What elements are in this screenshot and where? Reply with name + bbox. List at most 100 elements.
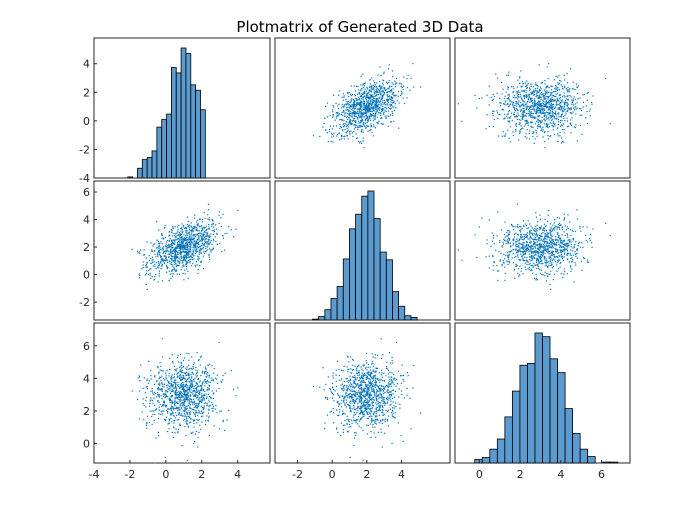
scatter-point xyxy=(343,96,345,99)
scatter-point xyxy=(543,248,545,250)
scatter-point xyxy=(516,93,518,95)
scatter-point xyxy=(174,399,176,401)
scatter-point xyxy=(546,261,549,263)
scatter-point xyxy=(510,245,512,247)
scatter-point xyxy=(358,122,360,124)
scatter-point xyxy=(171,386,173,388)
scatter-point xyxy=(190,230,193,232)
scatter-point xyxy=(198,385,200,387)
histogram-bar xyxy=(141,159,148,179)
scatter-point xyxy=(150,277,152,279)
scatter-point xyxy=(564,119,566,122)
scatter-point xyxy=(567,214,569,216)
scatter-point xyxy=(361,87,363,90)
scatter-point xyxy=(524,85,527,88)
scatter-point xyxy=(398,127,400,129)
scatter-point xyxy=(206,376,208,378)
scatter-point xyxy=(208,388,211,390)
scatter-point xyxy=(556,100,558,103)
scatter-point xyxy=(382,87,384,89)
scatter-point xyxy=(558,94,561,97)
scatter-point xyxy=(176,250,178,253)
scatter-point xyxy=(224,372,226,374)
scatter-point xyxy=(537,101,539,104)
scatter-point xyxy=(198,256,200,258)
scatter-point xyxy=(157,250,160,253)
scatter-point xyxy=(551,101,553,103)
scatter-point xyxy=(199,265,201,267)
scatter-point xyxy=(554,125,556,127)
scatter-point xyxy=(332,125,335,127)
scatter-point xyxy=(579,114,581,116)
scatter-point xyxy=(367,94,369,97)
scatter-point xyxy=(179,424,181,426)
scatter-point xyxy=(559,97,561,99)
scatter-point xyxy=(571,113,573,115)
scatter-point xyxy=(188,373,190,376)
scatter-point xyxy=(510,100,512,102)
scatter-point xyxy=(517,251,519,253)
scatter-point xyxy=(515,245,517,248)
scatter-point xyxy=(386,91,388,93)
scatter-point xyxy=(543,240,546,242)
scatter-point xyxy=(507,103,509,105)
scatter-point xyxy=(390,101,392,103)
scatter-point xyxy=(515,116,517,118)
scatter-point xyxy=(391,89,393,92)
scatter-point xyxy=(211,390,213,392)
scatter-point xyxy=(562,245,564,248)
scatter-point xyxy=(181,241,183,243)
scatter-point xyxy=(218,222,220,225)
scatter-point xyxy=(500,102,502,104)
scatter-point xyxy=(216,374,218,376)
scatter-point xyxy=(574,126,576,129)
scatter-point xyxy=(517,246,519,248)
scatter-point xyxy=(525,92,527,94)
scatter-point xyxy=(200,218,202,220)
scatter-point xyxy=(515,129,517,131)
scatter-point xyxy=(140,364,142,366)
scatter-point xyxy=(169,401,171,403)
scatter-point xyxy=(346,109,348,111)
scatter-point xyxy=(353,103,355,105)
scatter-point xyxy=(166,239,169,242)
scatter-point xyxy=(508,93,510,95)
scatter-point xyxy=(360,111,362,113)
scatter-point xyxy=(373,89,375,91)
scatter-point xyxy=(546,92,548,94)
scatter-point xyxy=(519,250,522,252)
scatter-point xyxy=(208,242,210,244)
scatter-point xyxy=(345,98,347,100)
scatter-point xyxy=(182,245,184,248)
scatter-point xyxy=(517,233,519,235)
scatter-point xyxy=(403,102,406,105)
scatter-point xyxy=(476,107,478,109)
scatter-point xyxy=(474,94,476,97)
scatter-point xyxy=(195,243,198,245)
scatter-point xyxy=(555,249,557,251)
scatter-point xyxy=(391,104,393,106)
scatter-point xyxy=(193,225,196,228)
scatter-point xyxy=(146,387,148,390)
scatter-point xyxy=(183,398,185,400)
scatter-point xyxy=(183,407,186,409)
scatter-point xyxy=(567,91,569,93)
scatter-point xyxy=(183,409,185,411)
scatter-point xyxy=(375,89,377,91)
scatter-point xyxy=(377,123,379,125)
scatter-point xyxy=(201,421,203,423)
scatter-point xyxy=(528,266,530,268)
scatter-point xyxy=(550,85,552,87)
scatter-point xyxy=(508,251,510,253)
scatter-point xyxy=(361,120,363,122)
scatter-point xyxy=(190,382,192,384)
scatter-point xyxy=(549,100,551,102)
scatter-point xyxy=(517,94,519,96)
scatter-point xyxy=(167,259,169,262)
scatter-point xyxy=(538,102,540,104)
scatter-point xyxy=(384,115,386,117)
scatter-point xyxy=(183,419,185,421)
scatter-point xyxy=(530,256,532,258)
scatter-point xyxy=(507,255,509,258)
